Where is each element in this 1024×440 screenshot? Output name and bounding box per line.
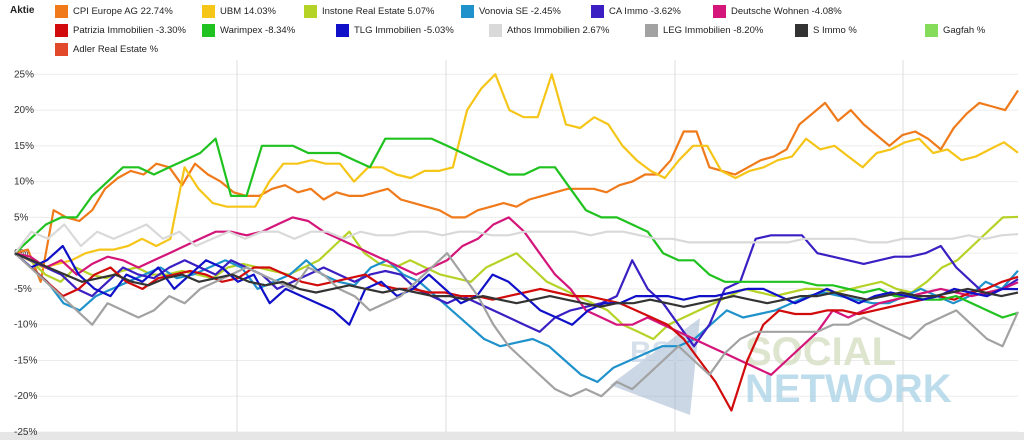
legend-item-adler-real-estate[interactable]: Adler Real Estate % [55,42,158,56]
legend-swatch [336,23,349,37]
legend-label: Adler Real Estate % [73,43,159,55]
series-line-cpi-europe-ag [14,89,1019,283]
legend-item-leg-immobilien[interactable]: LEG Immobilien -8.20% [645,23,763,37]
legend-item-instone-real-estate[interactable]: Instone Real Estate 5.07% [304,4,435,18]
watermark-bsn: BSN [630,336,693,369]
legend-swatch [713,4,726,18]
series-line-deutsche-wohnen [14,216,1019,376]
legend-label: UBM 14.03% [220,5,276,17]
legend-swatch [591,4,604,18]
legend-swatch [489,23,502,37]
legend-title: Aktie [10,5,35,16]
legend-label: Gagfah % [943,24,986,36]
series-line-ca-immo [14,234,1019,348]
legend-item-cpi-europe-ag[interactable]: CPI Europe AG 22.74% [55,4,173,18]
series-line-ubm [14,73,1019,269]
legend-label: Instone Real Estate 5.07% [322,5,435,17]
watermark-social: SOCIAL [745,330,896,374]
series-line-warimpex [14,137,1019,319]
y-tick-label: 5% [14,212,29,223]
series-line-athos-immobilien [14,223,1019,254]
legend-swatch [795,23,808,37]
y-tick-label: 10% [14,177,34,188]
legend-label: Patrizia Immobilien -3.30% [73,24,186,36]
legend-swatch [55,42,68,56]
legend-label: Vonovia SE -2.45% [479,5,561,17]
legend-item-athos-immobilien[interactable]: Athos Immobilien 2.67% [489,23,609,37]
legend-label: S Immo % [813,24,857,36]
y-tick-label: -20% [14,391,37,402]
legend-item-tlg-immobilien[interactable]: TLG Immobilien -5.03% [336,23,454,37]
watermark-triangle [610,318,700,415]
y-tick-label: 15% [14,141,34,152]
x-axis-band [0,432,1024,440]
series-lines [14,73,1020,412]
legend-swatch [461,4,474,18]
legend-label: CA Immo -3.62% [609,5,681,17]
legend-swatch [925,23,938,37]
legend-label: Athos Immobilien 2.67% [507,24,610,36]
legend-item-gagfah[interactable]: Gagfah % [925,23,985,37]
y-tick-label: -5% [14,284,32,295]
legend-swatch [645,23,658,37]
legend-swatch [55,4,68,18]
legend-item-patrizia-immobilien[interactable]: Patrizia Immobilien -3.30% [55,23,186,37]
watermark-logo: BSN SOCIAL NETWORK [610,318,952,415]
watermark-network: NETWORK [745,367,952,411]
legend-swatch [202,23,215,37]
legend-swatch [304,4,317,18]
legend-item-ca-immo[interactable]: CA Immo -3.62% [591,4,681,18]
legend-item-vonovia-se[interactable]: Vonovia SE -2.45% [461,4,561,18]
series-line-leg-immobilien [14,252,1020,398]
legend-swatch [202,4,215,18]
legend-item-warimpex[interactable]: Warimpex -8.34% [202,23,295,37]
legend-swatch [55,23,68,37]
series-line-patrizia-immobilien [14,252,1019,412]
legend-label: Deutsche Wohnen -4.08% [731,5,842,17]
legend: Aktie CPI Europe AG 22.74% UBM 14.03% Inst… [0,0,1024,60]
legend-item-deutsche-wohnen[interactable]: Deutsche Wohnen -4.08% [713,4,842,18]
y-tick-label: -25% [14,427,37,438]
series-line-s-immo [14,252,1019,308]
legend-label: TLG Immobilien -5.03% [354,24,454,36]
legend-label: LEG Immobilien -8.20% [663,24,764,36]
legend-label: CPI Europe AG 22.74% [73,5,173,17]
legend-label: Warimpex -8.34% [220,24,296,36]
legend-item-ubm[interactable]: UBM 14.03% [202,4,276,18]
y-tick-label: 25% [14,69,34,80]
legend-item-s-immo[interactable]: S Immo % [795,23,857,37]
series-line-tlg-immobilien [14,244,1019,326]
y-tick-label: 20% [14,105,34,116]
y-tick-label: -10% [14,320,37,331]
y-tick-label: -15% [14,355,37,366]
